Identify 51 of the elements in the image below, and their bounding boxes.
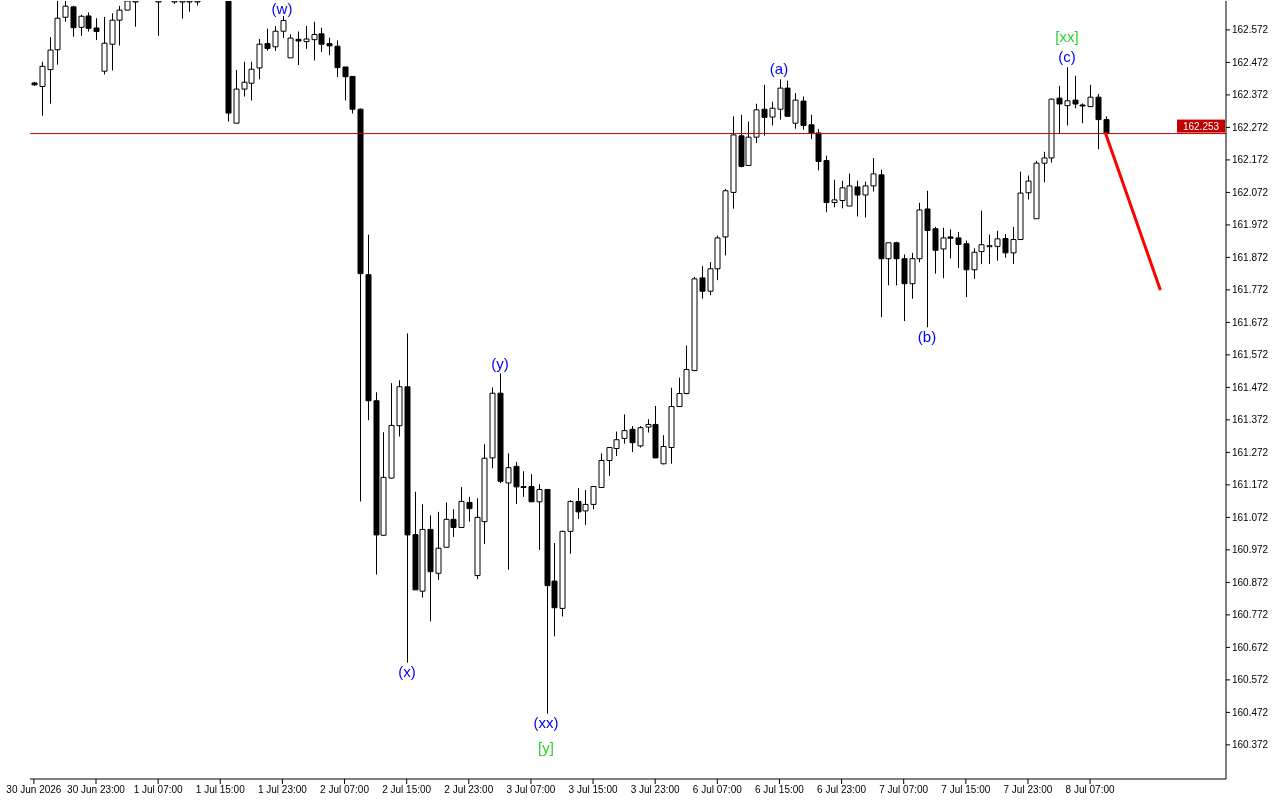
x-tick-label: 3 Jul 07:00 — [506, 784, 556, 796]
annotation: (a) — [769, 60, 789, 77]
x-tick-label: 1 Jul 15:00 — [195, 784, 246, 796]
x-tick-label: 6 Jul 23:00 — [817, 784, 867, 796]
y-tick-label: 162.272 — [1232, 121, 1269, 133]
y-tick-label: 160.572 — [1232, 674, 1269, 686]
x-tick-label: 1 Jul 07:00 — [133, 784, 184, 796]
y-tick-label: 161.372 — [1232, 414, 1269, 426]
y-tick-label: 162.472 — [1232, 56, 1269, 68]
y-tick-label: 161.172 — [1232, 479, 1269, 491]
annotation: (b) — [917, 328, 937, 345]
x-tick-label: 2 Jul 15:00 — [382, 784, 432, 796]
y-tick-label: 160.372 — [1232, 739, 1269, 751]
y-tick-label: 161.772 — [1232, 284, 1269, 296]
x-tick-label: 2 Jul 23:00 — [444, 784, 494, 796]
x-tick-label: 1 Jul 23:00 — [257, 784, 308, 796]
ref-line-label: 162.253 — [1182, 120, 1220, 132]
annotation: (y) — [491, 355, 509, 372]
y-tick-label: 160.772 — [1232, 609, 1269, 621]
x-tick-label: 30 Jun 2026 — [6, 784, 62, 796]
x-tick-label: 6 Jul 07:00 — [692, 784, 743, 796]
x-tick-label: 7 Jul 15:00 — [941, 784, 991, 796]
x-tick-label: 7 Jul 07:00 — [879, 784, 929, 796]
y-tick-label: 161.272 — [1232, 446, 1269, 458]
y-tick-label: 162.572 — [1232, 24, 1269, 36]
y-tick-label: 161.472 — [1232, 381, 1269, 393]
x-tick-label: 8 Jul 07:00 — [1065, 784, 1115, 796]
annotation: [xx] — [1055, 28, 1079, 45]
y-tick-label: 160.672 — [1232, 641, 1269, 653]
y-tick-label: 160.472 — [1232, 706, 1269, 718]
y-tick-label: 161.072 — [1232, 511, 1269, 523]
annotation: (w) — [271, 0, 293, 17]
annotation: (c) — [1058, 48, 1076, 65]
annotation: (xx) — [533, 714, 559, 731]
y-tick-label: 160.972 — [1232, 544, 1269, 556]
annotation: [y] — [538, 739, 554, 756]
x-tick-label: 7 Jul 23:00 — [1003, 784, 1053, 796]
x-tick-label: 3 Jul 23:00 — [630, 784, 681, 796]
y-tick-label: 162.072 — [1232, 186, 1269, 198]
y-tick-label: 160.872 — [1232, 576, 1269, 588]
y-tick-label: 162.172 — [1232, 154, 1269, 166]
y-tick-label: 161.872 — [1232, 251, 1269, 263]
x-tick-label: 6 Jul 15:00 — [754, 784, 805, 796]
x-tick-label: 30 Jun 23:00 — [67, 784, 126, 796]
y-tick-label: 162.372 — [1232, 89, 1269, 101]
x-tick-label: 2 Jul 07:00 — [320, 784, 370, 796]
y-tick-label: 161.672 — [1232, 316, 1269, 328]
x-tick-label: 3 Jul 15:00 — [568, 784, 618, 796]
y-tick-label: 161.972 — [1232, 219, 1269, 231]
y-tick-label: 161.572 — [1232, 349, 1269, 361]
annotation: (x) — [398, 663, 416, 680]
